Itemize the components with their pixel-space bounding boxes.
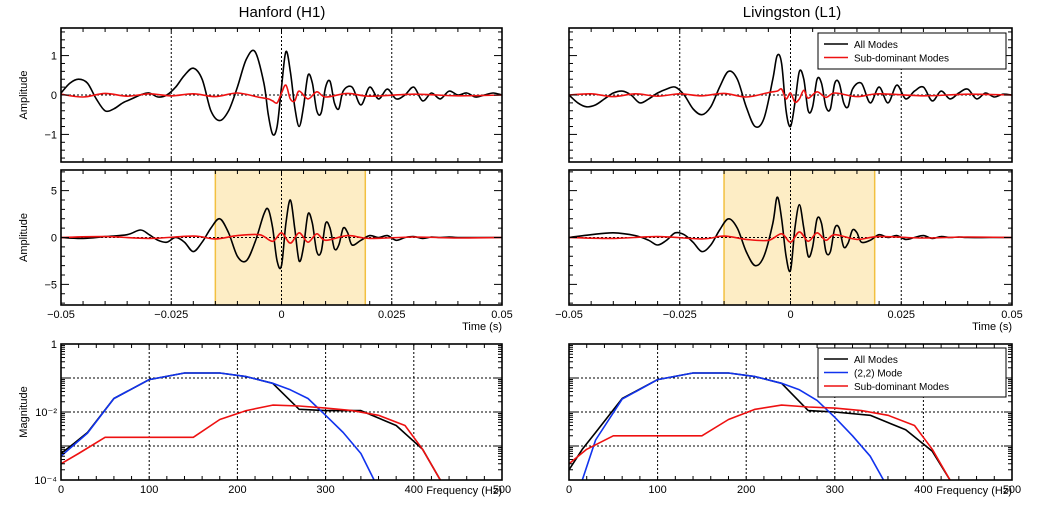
x-tick-label: 400 xyxy=(914,484,932,496)
legend-box xyxy=(817,32,1007,70)
legend: All Modes (2,2) Mode Sub-dominant Modes xyxy=(817,347,1007,398)
legend: All Modes Sub-dominant Modes xyxy=(817,32,1007,70)
x-axis-label: Frequency (Hz) xyxy=(936,485,1012,497)
x-tick-label: 0 xyxy=(566,484,572,496)
x-tick-label: 200 xyxy=(737,484,755,496)
panel-h1-time-whitened: −0.05 −0.025 0 0.025 0.05 −5 0 5 Time (s) Amplitu… xyxy=(18,169,513,333)
y-axis-label: Amplitude xyxy=(18,71,30,120)
y-tick-label: 10⁻² xyxy=(35,407,57,419)
x-tick-label: 0 xyxy=(787,309,793,321)
x-tick-label: 100 xyxy=(648,484,666,496)
x-axis-label: Time (s) xyxy=(462,321,502,333)
x-tick-label: 400 xyxy=(405,484,423,496)
legend-label-all: All Modes xyxy=(854,40,898,51)
x-tick-label: 0 xyxy=(58,484,64,496)
x-axis-label: Frequency (Hz) xyxy=(426,485,502,497)
series-line-all xyxy=(61,199,502,270)
y-tick-label: −5 xyxy=(44,279,57,291)
y-axis-label: Magnitude xyxy=(18,386,30,437)
series-line-sub xyxy=(569,404,951,480)
panel-h1-spectrum: 0 100 200 300 400 500 10⁻⁴ 10⁻² 1 Frequency (Hz) M… xyxy=(18,339,511,497)
x-tick-label: 0.025 xyxy=(887,309,915,321)
x-tick-label: 0.05 xyxy=(1001,309,1022,321)
column-title-l1: Livingston (L1) xyxy=(743,4,841,21)
series-line-all xyxy=(61,372,441,480)
series-line-sub xyxy=(61,232,502,244)
legend-box xyxy=(817,347,1007,398)
series-line-all xyxy=(569,196,1012,273)
y-tick-label: 5 xyxy=(51,186,57,198)
panel-l1-time-raw: All Modes Sub-dominant Modes xyxy=(568,27,1013,163)
series-line-mode22 xyxy=(61,372,375,480)
x-tick-label: −0.025 xyxy=(154,309,188,321)
x-tick-label: 0.025 xyxy=(378,309,406,321)
x-tick-label: 500 xyxy=(1003,484,1021,496)
y-tick-label: −1 xyxy=(44,129,57,141)
x-tick-label: −0.05 xyxy=(555,309,583,321)
legend-label-mode22: (2,2) Mode xyxy=(854,369,903,380)
legend-label-sub: Sub-dominant Modes xyxy=(854,54,949,65)
series-line-all xyxy=(569,53,1012,129)
panel-h1-time-raw: −1 0 1 Amplitude xyxy=(18,27,503,163)
x-tick-label: 0.05 xyxy=(491,309,512,321)
series-line-all xyxy=(61,49,502,136)
x-tick-label: 500 xyxy=(493,484,511,496)
x-tick-label: −0.05 xyxy=(47,309,75,321)
x-axis-label: Time (s) xyxy=(972,321,1012,333)
legend-label-all: All Modes xyxy=(854,355,898,366)
x-tick-label: 300 xyxy=(826,484,844,496)
column-title-h1: Hanford (H1) xyxy=(239,4,326,21)
y-tick-label: 0 xyxy=(51,233,57,245)
y-tick-label: 1 xyxy=(51,51,57,63)
y-tick-label: 1 xyxy=(51,339,57,351)
legend-label-sub: Sub-dominant Modes xyxy=(854,382,949,393)
series-line-sub xyxy=(61,404,441,480)
series-line-mode22 xyxy=(581,372,885,480)
x-tick-label: 100 xyxy=(140,484,158,496)
series-line-sub xyxy=(569,87,1012,104)
x-tick-label: 300 xyxy=(316,484,334,496)
x-tick-label: 0 xyxy=(278,309,284,321)
y-tick-label: 10⁻⁴ xyxy=(34,475,57,487)
y-tick-label: 0 xyxy=(51,90,57,102)
x-tick-label: 200 xyxy=(228,484,246,496)
y-axis-label: Amplitude xyxy=(18,213,30,262)
series-line-sub xyxy=(569,231,1012,243)
x-tick-label: −0.025 xyxy=(663,309,697,321)
series-line-sub xyxy=(61,84,502,105)
